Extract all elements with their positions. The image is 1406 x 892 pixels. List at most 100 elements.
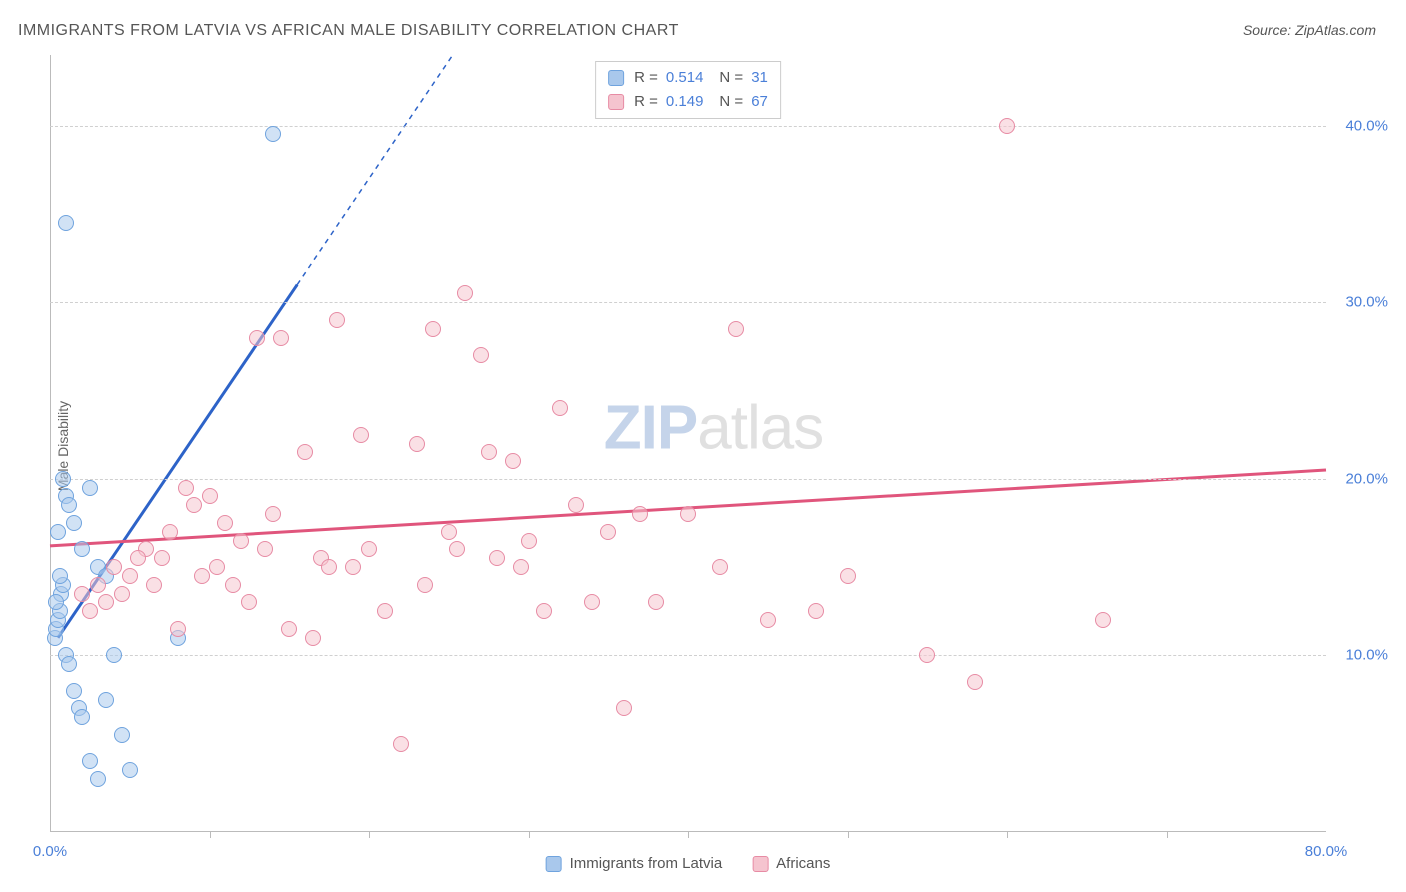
chart-title: IMMIGRANTS FROM LATVIA VS AFRICAN MALE D… bbox=[18, 22, 679, 40]
scatter-point bbox=[967, 674, 983, 690]
x-tick-label: 0.0% bbox=[33, 843, 67, 860]
scatter-point bbox=[130, 550, 146, 566]
x-tick bbox=[1167, 832, 1168, 838]
scatter-point bbox=[241, 594, 257, 610]
scatter-point bbox=[345, 559, 361, 575]
scatter-point bbox=[170, 621, 186, 637]
x-tick bbox=[688, 832, 689, 838]
scatter-point bbox=[840, 568, 856, 584]
scatter-point bbox=[66, 683, 82, 699]
scatter-point bbox=[353, 427, 369, 443]
scatter-point bbox=[457, 285, 473, 301]
gridline bbox=[50, 479, 1326, 480]
scatter-point bbox=[114, 586, 130, 602]
scatter-point bbox=[74, 586, 90, 602]
scatter-point bbox=[146, 577, 162, 593]
x-tick bbox=[210, 832, 211, 838]
x-tick bbox=[369, 832, 370, 838]
scatter-point bbox=[154, 550, 170, 566]
scatter-point bbox=[361, 541, 377, 557]
scatter-point bbox=[90, 577, 106, 593]
series-name: Africans bbox=[776, 855, 830, 872]
scatter-point bbox=[1095, 612, 1111, 628]
x-tick bbox=[848, 832, 849, 838]
scatter-point bbox=[305, 630, 321, 646]
scatter-point bbox=[82, 603, 98, 619]
gridline bbox=[50, 655, 1326, 656]
scatter-point bbox=[616, 700, 632, 716]
scatter-point bbox=[999, 118, 1015, 134]
scatter-point bbox=[52, 568, 68, 584]
scatter-point bbox=[919, 647, 935, 663]
scatter-point bbox=[74, 709, 90, 725]
series-legend-item: Africans bbox=[752, 855, 830, 872]
legend-row: R = 0.514 N = 31 bbox=[608, 66, 768, 90]
scatter-point bbox=[648, 594, 664, 610]
scatter-point bbox=[66, 515, 82, 531]
scatter-point bbox=[202, 488, 218, 504]
scatter-point bbox=[441, 524, 457, 540]
source-name: ZipAtlas.com bbox=[1295, 22, 1376, 38]
scatter-point bbox=[505, 453, 521, 469]
scatter-point bbox=[584, 594, 600, 610]
watermark: ZIPatlas bbox=[604, 392, 823, 463]
legend-row: R = 0.149 N = 67 bbox=[608, 90, 768, 114]
y-tick-label: 20.0% bbox=[1345, 470, 1388, 487]
n-label: N = bbox=[719, 66, 743, 90]
scatter-point bbox=[568, 497, 584, 513]
scatter-point bbox=[481, 444, 497, 460]
y-tick-label: 30.0% bbox=[1345, 294, 1388, 311]
correlation-legend: R = 0.514 N = 31 R = 0.149 N = 67 bbox=[595, 61, 781, 119]
r-value: 0.514 bbox=[666, 66, 704, 90]
scatter-point bbox=[257, 541, 273, 557]
x-tick bbox=[1007, 832, 1008, 838]
scatter-point bbox=[521, 533, 537, 549]
scatter-point bbox=[297, 444, 313, 460]
y-tick-label: 10.0% bbox=[1345, 647, 1388, 664]
y-axis-line bbox=[50, 55, 51, 832]
scatter-point bbox=[48, 594, 64, 610]
scatter-point bbox=[513, 559, 529, 575]
scatter-point bbox=[194, 568, 210, 584]
scatter-point bbox=[217, 515, 233, 531]
scatter-point bbox=[449, 541, 465, 557]
scatter-point bbox=[98, 594, 114, 610]
scatter-point bbox=[61, 656, 77, 672]
scatter-point bbox=[82, 753, 98, 769]
r-label: R = bbox=[634, 66, 658, 90]
scatter-point bbox=[122, 762, 138, 778]
scatter-point bbox=[321, 559, 337, 575]
x-tick-label: 80.0% bbox=[1305, 843, 1348, 860]
scatter-point bbox=[98, 692, 114, 708]
gridline bbox=[50, 302, 1326, 303]
scatter-point bbox=[680, 506, 696, 522]
scatter-point bbox=[632, 506, 648, 522]
gridline bbox=[50, 126, 1326, 127]
n-value: 67 bbox=[751, 90, 768, 114]
legend-swatch bbox=[608, 94, 624, 110]
scatter-point bbox=[225, 577, 241, 593]
scatter-point bbox=[186, 497, 202, 513]
scatter-point bbox=[106, 559, 122, 575]
scatter-point bbox=[265, 126, 281, 142]
legend-swatch bbox=[752, 856, 768, 872]
scatter-point bbox=[50, 524, 66, 540]
scatter-point bbox=[417, 577, 433, 593]
scatter-point bbox=[473, 347, 489, 363]
scatter-point bbox=[178, 480, 194, 496]
scatter-point bbox=[409, 436, 425, 452]
scatter-point bbox=[712, 559, 728, 575]
watermark-atlas: atlas bbox=[697, 393, 823, 462]
scatter-point bbox=[90, 771, 106, 787]
scatter-point bbox=[377, 603, 393, 619]
legend-swatch bbox=[608, 70, 624, 86]
x-tick bbox=[529, 832, 530, 838]
scatter-point bbox=[600, 524, 616, 540]
scatter-point bbox=[249, 330, 265, 346]
scatter-point bbox=[162, 524, 178, 540]
scatter-point bbox=[233, 533, 249, 549]
scatter-point bbox=[74, 541, 90, 557]
scatter-point bbox=[393, 736, 409, 752]
series-name: Immigrants from Latvia bbox=[570, 855, 723, 872]
scatter-point bbox=[114, 727, 130, 743]
